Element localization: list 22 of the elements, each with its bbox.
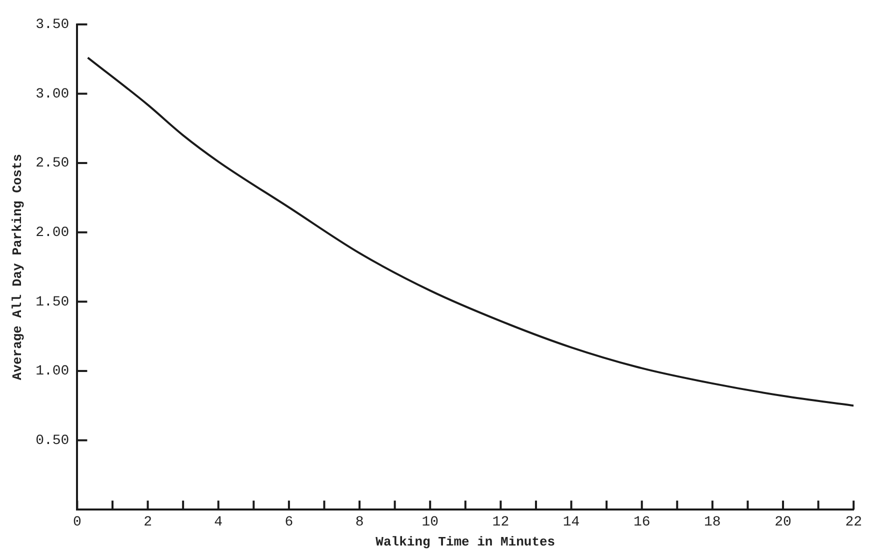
x-tick-label: 18 — [704, 514, 721, 531]
x-tick-label: 6 — [284, 514, 294, 531]
x-tick-label: 14 — [562, 514, 580, 531]
x-tick-label: 2 — [144, 514, 152, 531]
x-tick-label: 22 — [845, 514, 862, 531]
y-tick-label: 2.50 — [36, 156, 70, 172]
y-tick-label: 3.50 — [36, 17, 70, 34]
line-series — [86, 56, 854, 407]
y-tick-label: 1.00 — [36, 364, 70, 380]
x-tick-label: 0 — [73, 514, 82, 531]
y-tick-label: 3.00 — [36, 86, 70, 102]
x-tick-label: 20 — [774, 514, 792, 531]
y-tick-label: 0.50 — [36, 432, 70, 449]
x-axis-title: Walking Time in Minutes — [376, 534, 556, 550]
y-tick-label: 1.50 — [36, 294, 70, 310]
y-tick-label: 2.00 — [36, 225, 70, 242]
x-tick-label: 12 — [492, 514, 510, 531]
x-tick-label: 16 — [633, 514, 650, 531]
x-tick-label: 4 — [214, 514, 223, 531]
x-tick-label: 8 — [355, 514, 364, 531]
x-tick-label: 10 — [422, 514, 439, 531]
y-axis-title: Average All Day Parking Costs — [10, 154, 26, 380]
